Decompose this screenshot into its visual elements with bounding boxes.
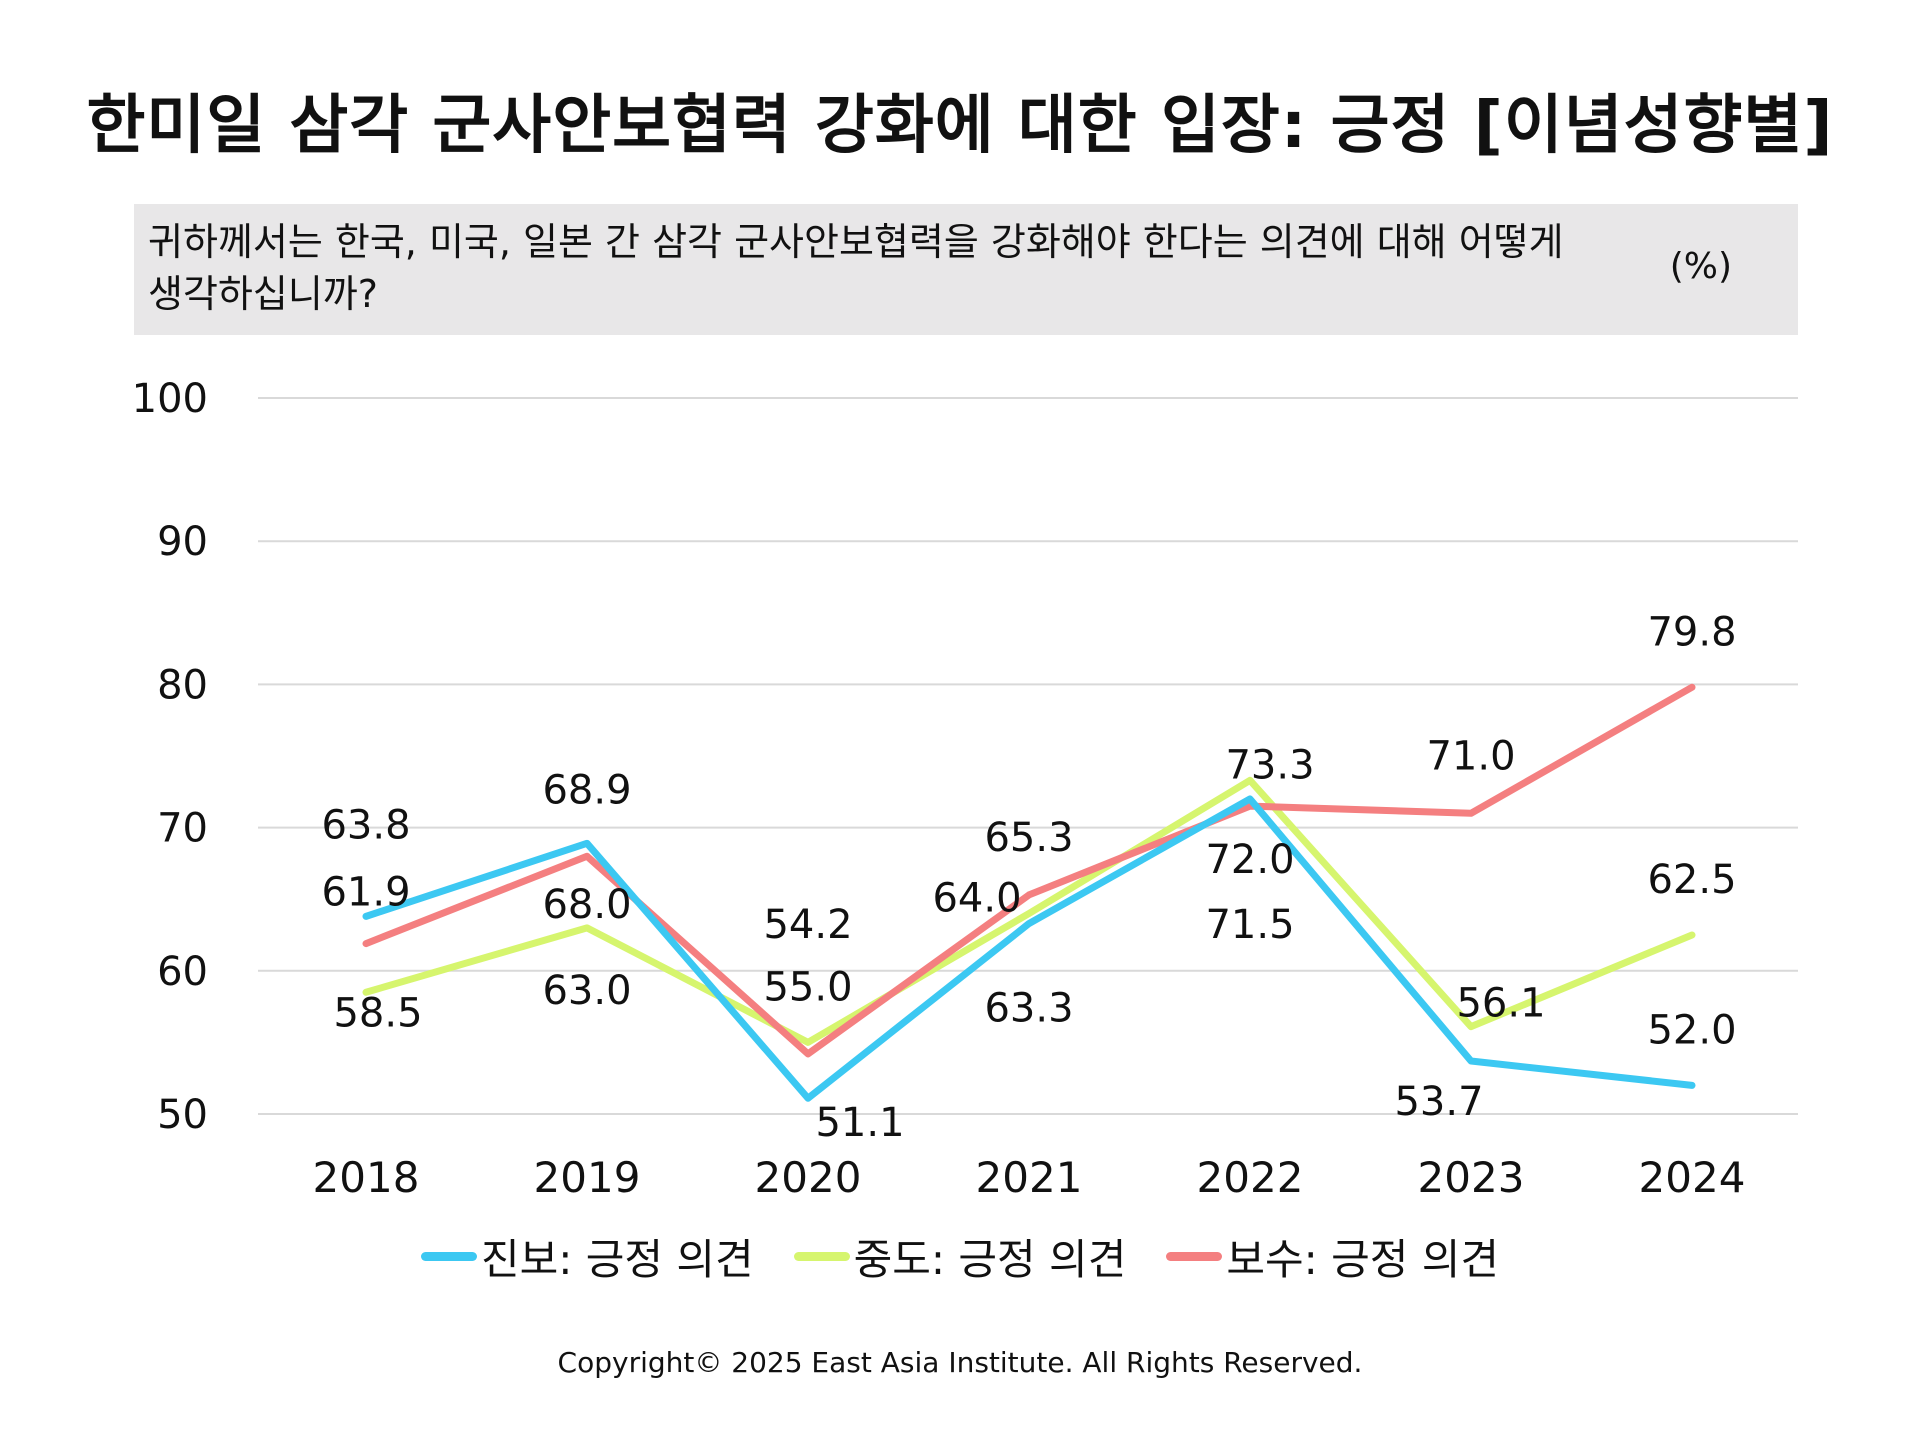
data-label: 61.9 <box>321 870 410 916</box>
data-label: 68.9 <box>542 767 631 813</box>
legend: 진보: 긍정 의견 중도: 긍정 의견 보수: 긍정 의견 <box>0 1226 1920 1287</box>
data-label: 71.0 <box>1426 733 1515 779</box>
data-label: 68.0 <box>542 882 631 928</box>
y-tick-label: 60 <box>157 949 208 995</box>
data-label: 58.5 <box>333 990 422 1036</box>
x-tick-label: 2024 <box>1639 1153 1746 1202</box>
data-label: 54.2 <box>763 902 852 948</box>
x-tick-label: 2023 <box>1418 1153 1525 1202</box>
legend-item-moderate: 중도: 긍정 의견 <box>793 1226 1127 1287</box>
y-tick-label: 50 <box>157 1092 208 1138</box>
legend-label-moderate: 중도: 긍정 의견 <box>853 1235 1127 1284</box>
legend-swatch-moderate <box>793 1252 850 1261</box>
x-tick-label: 2019 <box>534 1153 641 1202</box>
data-label: 52.0 <box>1647 1007 1736 1053</box>
legend-item-progressive: 진보: 긍정 의견 <box>420 1226 754 1287</box>
y-tick-label: 90 <box>157 519 208 565</box>
line-chart: 100 90 80 70 60 50 2018 2019 2020 2021 2022 2023 20… <box>132 376 1798 1202</box>
legend-item-conservative: 보수: 긍정 의견 <box>1166 1226 1499 1287</box>
legend-swatch-progressive <box>420 1252 477 1261</box>
legend-label-progressive: 진보: 긍정 의견 <box>480 1235 754 1284</box>
data-label: 55.0 <box>763 964 852 1010</box>
data-label: 65.3 <box>984 815 1073 861</box>
legend-label-conservative: 보수: 긍정 의견 <box>1226 1235 1500 1284</box>
survey-question: 귀하께서는 한국, 미국, 일본 간 삼각 군사안보협력을 강화해야 한다는 의… <box>148 220 1564 316</box>
y-tick-label: 70 <box>157 806 208 852</box>
x-tick-label: 2022 <box>1197 1153 1304 1202</box>
chart-title: 한미일 삼각 군사안보협력 강화에 대한 입장: 긍정 [이념성향별] <box>86 89 1834 163</box>
data-label: 71.5 <box>1205 902 1294 948</box>
moderate-line <box>362 776 1696 1046</box>
data-label: 56.1 <box>1456 981 1545 1027</box>
progressive-line <box>362 795 1696 1102</box>
data-label: 72.0 <box>1205 837 1294 883</box>
data-label: 64.0 <box>932 876 1021 922</box>
legend-swatch-conservative <box>1166 1252 1223 1261</box>
data-label: 63.3 <box>984 986 1073 1032</box>
x-tick-label: 2018 <box>313 1153 420 1202</box>
y-tick-label: 100 <box>132 376 208 422</box>
unit-label: (%) <box>1669 246 1732 287</box>
x-tick-label: 2020 <box>755 1153 862 1202</box>
copyright-notice: Copyright© 2025 East Asia Institute. All… <box>557 1346 1363 1379</box>
data-label: 63.0 <box>542 968 631 1014</box>
survey-question-box: 귀하께서는 한국, 미국, 일본 간 삼각 군사안보협력을 강화해야 한다는 의… <box>134 204 1798 335</box>
x-tick-label: 2021 <box>976 1153 1083 1202</box>
data-label: 73.3 <box>1225 742 1314 788</box>
data-label: 51.1 <box>815 1100 904 1146</box>
y-tick-label: 80 <box>157 662 208 708</box>
data-label: 53.7 <box>1394 1079 1483 1125</box>
data-label: 62.5 <box>1647 857 1736 903</box>
conservative-line <box>362 683 1696 1058</box>
data-label: 63.8 <box>321 802 410 848</box>
data-label: 79.8 <box>1647 609 1736 655</box>
